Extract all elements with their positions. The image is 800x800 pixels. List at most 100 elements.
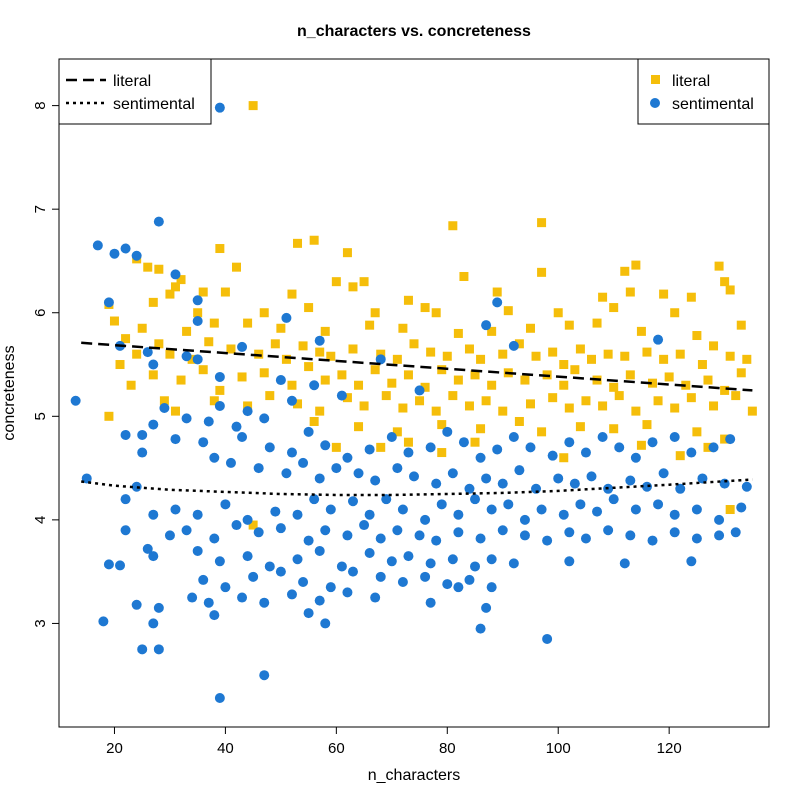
data-point-literal [598,401,608,411]
data-point-sentimental [286,447,297,458]
data-point-sentimental [314,473,325,484]
data-point-sentimental [303,608,314,619]
data-point-literal [675,349,685,359]
x-tick-label: 60 [328,740,345,757]
data-point-sentimental [253,463,264,474]
data-point-sentimental [259,413,270,424]
data-point-sentimental [164,530,175,541]
points-layer [70,101,757,704]
data-point-sentimental [275,375,286,386]
data-point-literal [692,427,702,437]
trend-layer [81,341,753,497]
data-point-literal [448,221,458,231]
data-point-sentimental [447,468,458,479]
data-point-sentimental [442,426,453,437]
data-point-literal [464,401,474,411]
data-point-literal [359,277,369,287]
data-point-literal [703,375,713,385]
data-point-sentimental [264,442,275,453]
data-point-sentimental [458,437,469,448]
data-point-literal [420,303,430,313]
data-point-sentimental [209,452,220,463]
data-point-sentimental [148,551,159,562]
data-point-sentimental [414,530,425,541]
data-point-sentimental [342,530,353,541]
data-point-literal [359,401,369,411]
data-point-literal [298,341,308,351]
data-point-sentimental [414,385,425,396]
data-point-literal [725,351,735,361]
data-point-sentimental [392,463,403,474]
data-point-literal [603,349,613,359]
data-point-sentimental [475,452,486,463]
data-point-literal [642,420,652,430]
data-point-literal [720,434,730,444]
data-point-literal [537,267,547,277]
data-point-literal [304,362,314,372]
legend-point-label-literal: literal [672,73,710,90]
data-point-sentimental [131,599,142,610]
data-point-sentimental [281,468,292,479]
data-point-literal [592,318,602,328]
data-point-literal [115,360,125,370]
y-tick-label: 3 [32,619,49,627]
data-point-literal [193,308,203,318]
data-point-sentimental [375,571,386,582]
data-point-sentimental [420,571,431,582]
data-point-sentimental [275,523,286,534]
data-point-literal [703,442,713,452]
data-point-literal [587,354,596,364]
data-point-literal [403,437,413,447]
data-point-sentimental [730,527,741,538]
data-point-sentimental [98,616,109,627]
data-point-sentimental [259,670,270,681]
data-point-sentimental [120,429,131,440]
data-point-literal [220,287,230,297]
data-point-literal [415,396,425,406]
data-point-sentimental [237,341,248,352]
data-point-sentimental [686,556,697,567]
data-point-literal [559,453,569,463]
chart-title: n_characters vs. concreteness [297,23,531,40]
data-point-literal [492,287,502,297]
data-point-sentimental [553,473,564,484]
data-point-literal [459,271,469,281]
data-point-sentimental [286,395,297,406]
data-point-literal [315,347,325,357]
data-point-sentimental [109,248,120,259]
data-point-literal [575,422,585,432]
data-point-literal [564,320,574,330]
data-point-literal [198,365,208,375]
data-point-sentimental [237,432,248,443]
data-point-literal [121,334,131,344]
data-point-sentimental [353,468,364,479]
data-point-sentimental [497,478,508,489]
y-axis-label: concreteness [1,345,18,440]
data-point-literal [248,101,258,111]
data-point-literal [331,277,341,287]
data-point-sentimental [386,556,397,567]
data-point-sentimental [464,483,475,494]
data-point-sentimental [403,551,414,562]
data-point-literal [725,285,735,295]
data-point-literal [470,370,480,380]
data-point-sentimental [364,548,375,559]
data-point-sentimental [481,320,492,331]
y-tick-label: 7 [32,205,49,213]
data-point-sentimental [225,457,236,468]
data-point-sentimental [375,533,386,544]
data-point-literal [132,349,142,359]
data-point-literal [725,505,735,515]
data-point-sentimental [159,403,170,414]
data-point-sentimental [420,514,431,525]
y-tick-label: 5 [32,412,49,420]
data-point-literal [381,391,391,401]
data-point-sentimental [580,447,591,458]
data-point-literal [420,382,430,392]
data-point-literal [659,354,669,364]
data-point-literal [609,303,619,313]
data-point-sentimental [725,434,736,445]
data-point-literal [476,354,486,364]
data-point-sentimental [614,442,625,453]
data-point-sentimental [525,442,536,453]
